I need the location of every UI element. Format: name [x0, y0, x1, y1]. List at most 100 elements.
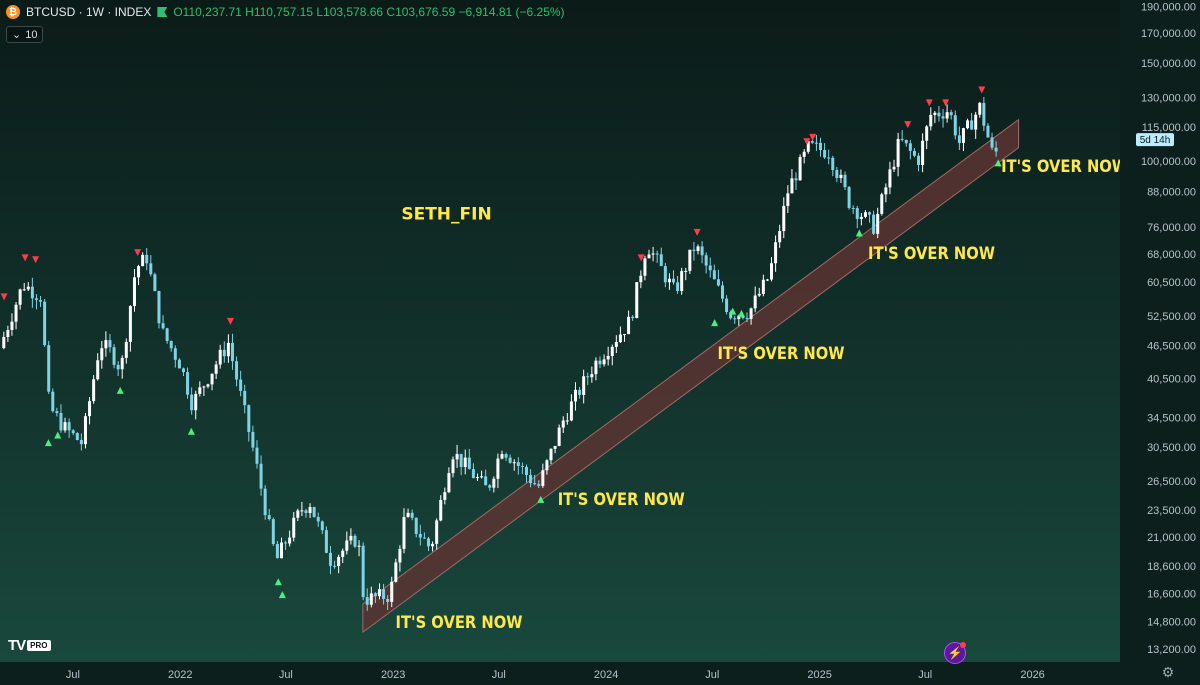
- candle-body: [896, 138, 900, 167]
- candle-body: [667, 278, 671, 283]
- chart-annotation: IT'S OVER NOW: [558, 490, 685, 510]
- candle-body: [316, 517, 320, 522]
- candle-body: [324, 530, 328, 553]
- candle-body: [459, 453, 463, 467]
- candle-body: [643, 258, 647, 276]
- candle-body: [26, 286, 30, 290]
- candle-body: [328, 552, 332, 566]
- candle-body: [88, 401, 92, 417]
- candle-body: [627, 316, 631, 335]
- indicator-toggle[interactable]: ⌄ 10: [6, 26, 44, 43]
- candle-body: [435, 520, 439, 544]
- candle-body: [214, 364, 218, 374]
- candle-body: [337, 556, 341, 567]
- candle-body: [561, 420, 565, 428]
- candle-body: [545, 460, 549, 471]
- candle-body: [859, 216, 863, 219]
- candle-body: [749, 308, 753, 319]
- candle-body: [831, 157, 835, 171]
- candle-body: [586, 376, 590, 378]
- candle-body: [373, 593, 377, 597]
- candle-body: [202, 386, 206, 388]
- candle-body: [161, 323, 165, 329]
- candle-body: [259, 463, 263, 489]
- candle-body: [790, 178, 794, 194]
- candle-body: [855, 208, 859, 219]
- candle-body: [929, 114, 933, 127]
- candle-body: [206, 384, 210, 387]
- indicator-count: 10: [25, 28, 38, 41]
- buy-signal-marker: [187, 427, 195, 435]
- candle-body: [120, 357, 124, 370]
- candle-body: [349, 535, 353, 541]
- candle-body: [868, 212, 872, 215]
- candle-body: [226, 342, 230, 357]
- candle-body: [623, 334, 627, 336]
- candle-body: [255, 447, 259, 464]
- candle-body: [386, 598, 390, 602]
- time-tick-label: 2025: [807, 669, 831, 681]
- candle-body: [410, 512, 414, 518]
- candle-body: [210, 373, 214, 385]
- candle-body: [663, 266, 667, 283]
- symbol-label[interactable]: BTCUSD · 1W · INDEX: [26, 5, 152, 19]
- candle-body: [390, 581, 394, 602]
- candle-body: [471, 469, 475, 479]
- candle-body: [794, 178, 798, 181]
- candle-body: [512, 462, 516, 464]
- tradingview-logo[interactable]: TV PRO: [8, 637, 51, 654]
- lightning-icon[interactable]: ⚡: [944, 642, 966, 664]
- candle-body: [271, 519, 275, 545]
- candle-body: [157, 291, 161, 324]
- sell-signal-marker: [803, 138, 811, 146]
- buy-signal-marker: [537, 495, 545, 503]
- candle-body: [239, 379, 243, 391]
- gear-icon[interactable]: ⚙: [1161, 664, 1175, 680]
- candle-body: [463, 457, 467, 467]
- candle-body: [132, 277, 136, 306]
- time-tick-label: Jul: [66, 669, 80, 681]
- time-tick-label: Jul: [918, 669, 932, 681]
- candle-body: [974, 114, 978, 130]
- candle-body: [173, 348, 177, 360]
- time-tick-label: Jul: [279, 669, 293, 681]
- candle-body: [451, 459, 455, 474]
- chart-annotation: IT'S OVER NOW: [1001, 157, 1128, 177]
- candle-body: [288, 537, 292, 544]
- candle-body: [186, 372, 190, 395]
- candle-body: [569, 401, 573, 421]
- candle-body: [112, 347, 116, 365]
- chart-annotation: IT'S OVER NOW: [718, 344, 845, 364]
- candle-body: [504, 454, 508, 458]
- candle-body: [275, 544, 279, 559]
- candle-body: [753, 295, 757, 309]
- candle-body: [541, 470, 545, 486]
- price-tick-label: 52,500.00: [1147, 311, 1196, 323]
- candle-body: [639, 275, 643, 283]
- candle-body: [925, 126, 929, 141]
- candle-body: [169, 341, 173, 349]
- candle-body: [402, 516, 406, 549]
- candle-body: [467, 457, 471, 470]
- candle-body: [921, 140, 925, 165]
- price-tick-label: 34,500.00: [1147, 412, 1196, 424]
- candle-body: [361, 545, 365, 598]
- candle-body: [51, 391, 55, 412]
- candle-body: [30, 286, 34, 299]
- candle-body: [2, 336, 6, 349]
- candle-body: [149, 263, 153, 275]
- price-tick-label: 21,000.00: [1147, 532, 1196, 544]
- sell-signal-marker: [0, 293, 8, 301]
- candle-body: [394, 562, 398, 582]
- candle-body: [876, 213, 880, 234]
- candle-body: [55, 411, 59, 414]
- candle-body: [765, 279, 769, 281]
- candle-body: [447, 473, 451, 493]
- candle-body: [933, 112, 937, 115]
- candle-body: [851, 207, 855, 209]
- candle-body: [578, 389, 582, 395]
- candle-body: [406, 512, 410, 517]
- trend-channel: [362, 118, 1020, 634]
- buy-signal-marker: [116, 386, 124, 394]
